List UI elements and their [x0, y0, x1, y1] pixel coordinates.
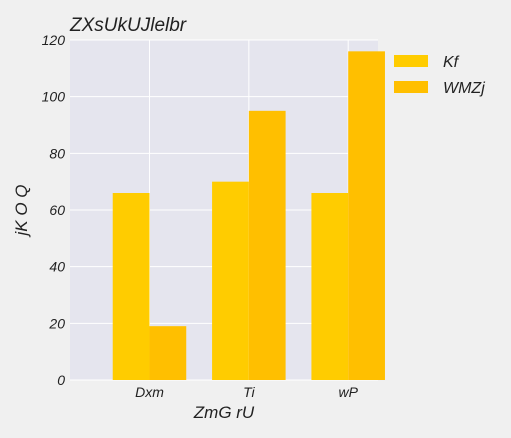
chart-title: ZXsUkUJlelbr — [69, 15, 187, 36]
bar-wmzj-ti — [248, 110, 286, 380]
legend-label-wmzj: WMZj — [443, 80, 485, 97]
legend-label-kf: Kf — [443, 54, 460, 71]
bar-wmzj-dxm — [149, 326, 187, 380]
y-tick-label: 120 — [42, 32, 66, 48]
bar-kf-wp — [311, 193, 349, 380]
x-axis-ticks: Dxm Ti wP — [135, 384, 358, 400]
y-axis-label: jK O Q — [12, 184, 31, 237]
y-tick-label: 80 — [49, 145, 65, 161]
x-tick-label: Dxm — [135, 384, 164, 400]
bar-kf-ti — [212, 181, 249, 380]
legend-swatch-kf — [394, 55, 428, 67]
x-tick-label: wP — [338, 384, 358, 400]
x-axis-label: ZmG rU — [193, 403, 255, 422]
y-tick-label: 0 — [57, 372, 65, 388]
y-tick-label: 40 — [49, 259, 65, 275]
y-axis-ticks: 0 20 40 60 80 100 120 — [42, 32, 66, 388]
y-tick-label: 60 — [49, 202, 65, 218]
legend-swatch-wmzj — [394, 81, 428, 93]
bars — [112, 51, 385, 380]
y-tick-label: 20 — [48, 315, 65, 331]
y-tick-label: 100 — [42, 89, 66, 105]
legend: Kf WMZj — [394, 54, 485, 97]
x-tick-label: Ti — [243, 384, 255, 400]
bar-wmzj-wp — [348, 51, 385, 380]
bar-kf-dxm — [112, 193, 150, 380]
